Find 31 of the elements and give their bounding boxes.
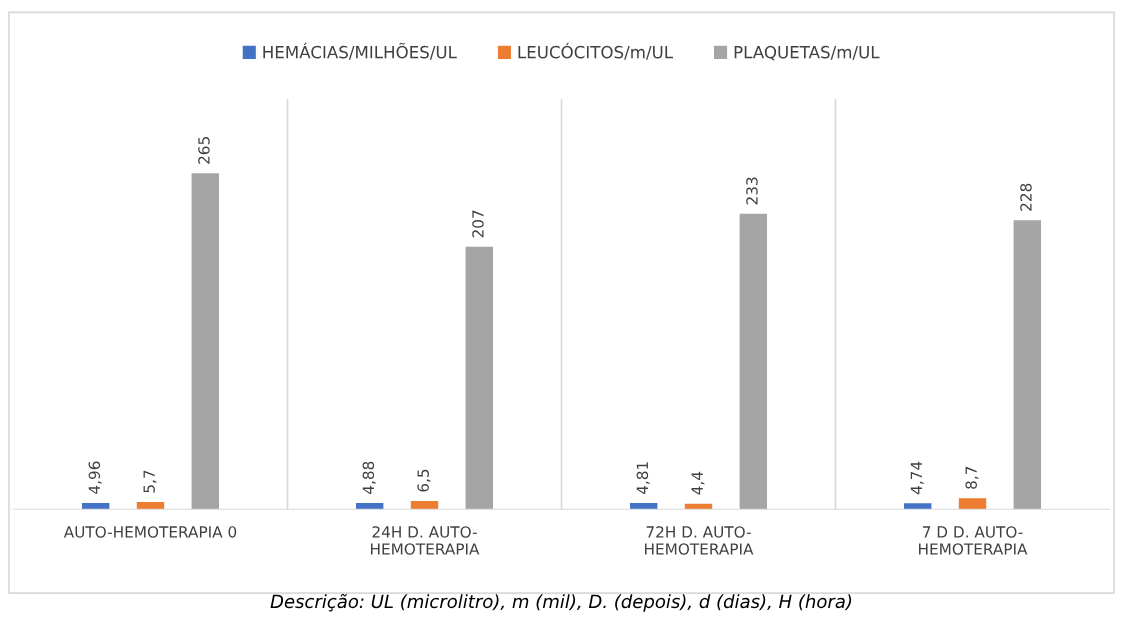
- bar: [191, 173, 219, 510]
- data-label: 233: [746, 177, 758, 205]
- data-label: 4,88: [362, 461, 376, 494]
- bar: [1013, 220, 1042, 510]
- data-label: 8,7: [965, 466, 979, 489]
- bar: [904, 503, 932, 510]
- text: Descrição: UL (microlitro), m (mil), D. (depois), d (dias), H (hora): [270, 593, 852, 612]
- bar: [465, 246, 493, 510]
- legend-label: HEMÁCIAS/MILHÕES/UL: [263, 42, 457, 60]
- bar: [410, 500, 439, 510]
- data-label: 4,81: [636, 462, 650, 495]
- bar: [958, 498, 987, 510]
- data-label: 6,5: [417, 469, 431, 492]
- bar: [630, 503, 658, 510]
- data-label: 4,74: [910, 461, 924, 495]
- x-tick-label: AUTO-HEMOTERAPIA 0: [63, 526, 237, 538]
- bar: [81, 502, 110, 510]
- bar: [136, 501, 165, 510]
- x-tick-label: 7 D D. AUTO- HEMOTERAPIA: [919, 526, 1028, 555]
- data-label: 5,7: [143, 470, 157, 493]
- x-tick-label: 72H D. AUTO- HEMOTERAPIA: [645, 526, 754, 555]
- legend-label: PLAQUETAS/m/UL: [734, 45, 880, 61]
- bar: [355, 503, 384, 510]
- x-tick-label: 24H D. AUTO- HEMOTERAPIA: [371, 526, 480, 555]
- data-label: 228: [1020, 183, 1032, 211]
- data-label: 4,4: [691, 471, 705, 495]
- legend-label: LEUCÓCITOS/m/UL: [518, 42, 673, 60]
- data-label: 4,96: [88, 461, 102, 494]
- data-label: 265: [198, 137, 210, 164]
- data-label: 207: [472, 210, 484, 238]
- bar: [739, 213, 768, 510]
